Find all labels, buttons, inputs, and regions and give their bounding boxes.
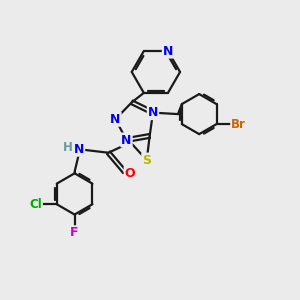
- Text: N: N: [121, 134, 132, 146]
- Text: N: N: [163, 45, 173, 58]
- Text: Cl: Cl: [29, 198, 42, 211]
- Text: N: N: [74, 143, 84, 156]
- Text: H: H: [63, 141, 73, 154]
- Text: N: N: [148, 106, 158, 119]
- Text: Br: Br: [231, 118, 246, 130]
- Text: S: S: [142, 154, 151, 166]
- Text: N: N: [110, 113, 121, 126]
- Text: O: O: [124, 167, 135, 180]
- Text: F: F: [70, 226, 79, 239]
